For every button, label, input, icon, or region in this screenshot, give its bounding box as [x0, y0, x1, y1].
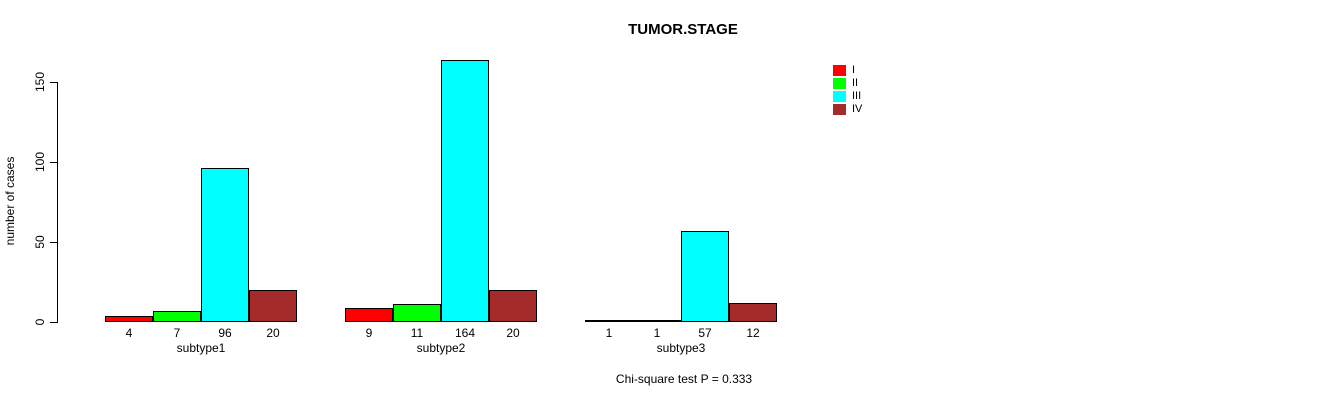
bar-subtype2-III: [441, 59, 489, 322]
legend-swatch-IV: [833, 104, 846, 115]
legend-label: IV: [852, 103, 863, 115]
y-axis-tick-label: 0: [33, 318, 47, 326]
y-axis-line: [57, 82, 58, 323]
bar-value-label: 57: [698, 326, 712, 340]
bar-subtype2-II: [393, 304, 441, 322]
chi-square-annotation: Chi-square test P = 0.333: [615, 372, 753, 386]
x-category-label: subtype3: [656, 341, 706, 355]
legend-swatch-I: [833, 65, 846, 76]
bar-subtype1-III: [201, 168, 249, 322]
legend-item-III: III: [833, 90, 862, 103]
bar-value-label: 12: [746, 326, 760, 340]
bar-subtype3-I: [585, 320, 633, 323]
bar-value-label: 20: [506, 326, 520, 340]
legend-label: I: [852, 64, 856, 76]
legend-swatch-II: [833, 78, 846, 89]
y-axis-tick: [50, 242, 57, 243]
bar-value-label: 20: [266, 326, 280, 340]
legend-item-IV: IV: [833, 103, 862, 116]
bar-value-label: 11: [410, 326, 424, 340]
bar-subtype3-IV: [729, 302, 777, 322]
y-axis-label: number of cases: [3, 156, 17, 246]
bar-subtype1-IV: [249, 290, 297, 322]
y-axis-tick-label: 100: [33, 151, 47, 173]
chart-title: TUMOR.STAGE: [628, 21, 738, 38]
bar-value-label: 4: [125, 326, 133, 340]
bar-value-label: 96: [218, 326, 232, 340]
legend-item-I: I: [833, 64, 862, 77]
bar-value-label: 1: [653, 326, 661, 340]
bar-subtype1-I: [105, 315, 153, 322]
y-axis-tick-label: 50: [33, 235, 47, 249]
y-axis-tick-label: 150: [33, 71, 47, 93]
bar-value-label: 9: [365, 326, 373, 340]
x-category-label: subtype2: [416, 341, 466, 355]
bar-value-label: 164: [454, 326, 476, 340]
y-axis-tick: [50, 162, 57, 163]
legend-label: II: [852, 77, 859, 89]
bar-subtype2-I: [345, 307, 393, 322]
bar-subtype1-II: [153, 310, 201, 322]
legend: I II III IV: [833, 64, 862, 116]
bar-subtype3-II: [633, 320, 681, 323]
bar-subtype2-IV: [489, 290, 537, 322]
y-axis-tick: [50, 82, 57, 83]
y-axis-tick: [50, 322, 57, 323]
x-category-label: subtype1: [176, 341, 226, 355]
legend-item-II: II: [833, 77, 862, 90]
bar-value-label: 1: [605, 326, 613, 340]
legend-label: III: [852, 90, 862, 102]
legend-swatch-III: [833, 91, 846, 102]
bar-subtype3-III: [681, 230, 729, 322]
bar-value-label: 7: [173, 326, 181, 340]
